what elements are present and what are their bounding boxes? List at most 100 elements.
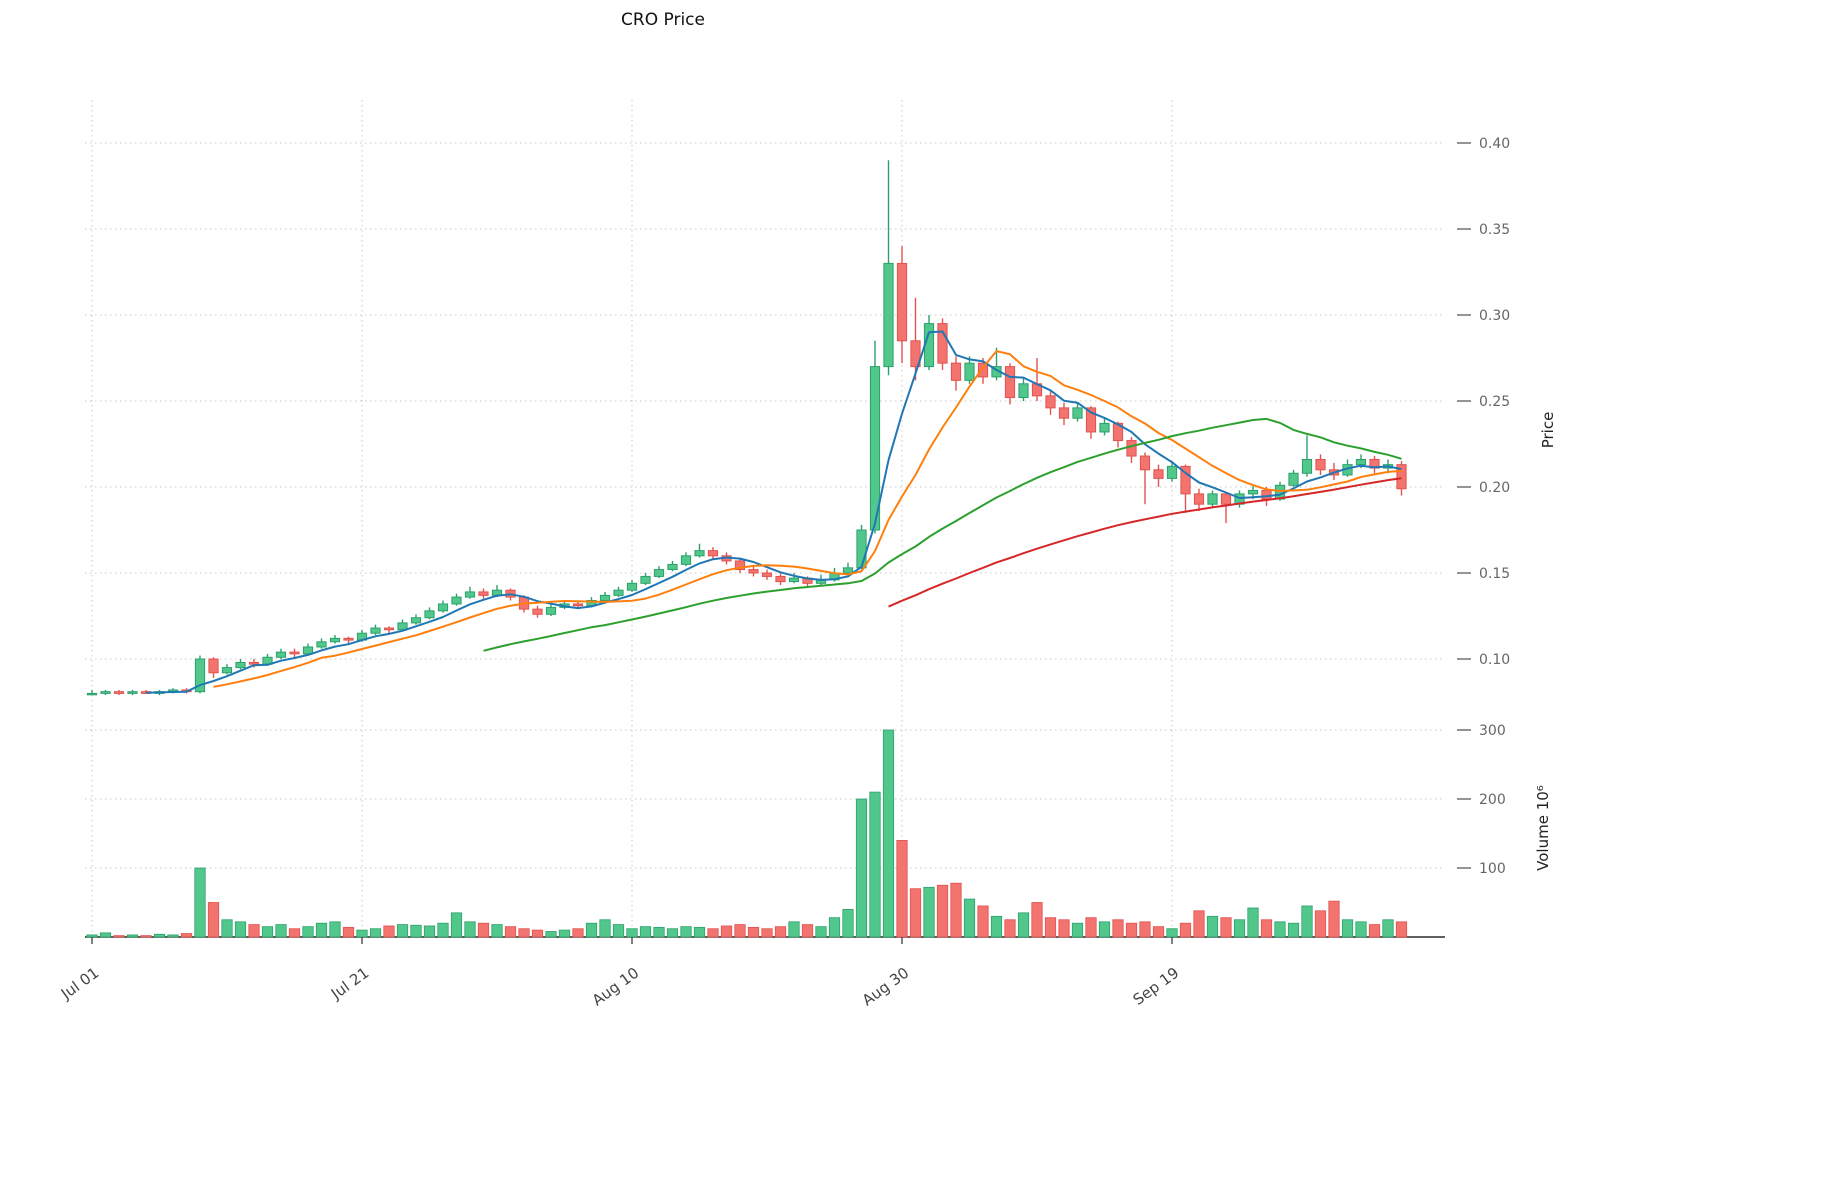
volume-bar (248, 924, 260, 938)
candle-body (572, 603, 584, 607)
candle-body (329, 637, 341, 643)
volume-bar (936, 884, 949, 938)
volume-bar (369, 928, 382, 938)
volume-bar (909, 888, 922, 938)
volume-bar (869, 791, 881, 938)
volume-bar (1287, 922, 1300, 938)
volume-bar (1152, 926, 1165, 938)
volume-bar (383, 925, 395, 938)
volume-bar (815, 926, 827, 938)
volume-bar (180, 933, 193, 938)
candle-body (626, 582, 638, 591)
candle-body (343, 637, 354, 641)
volume-bar (342, 926, 355, 938)
volume-bar (1395, 921, 1408, 938)
candle-body (667, 563, 678, 571)
volume-bar (113, 935, 125, 938)
candle-body (100, 691, 111, 694)
svg-text:300: 300 (1479, 723, 1506, 739)
volume-bar (572, 928, 584, 938)
candle-body (1072, 407, 1083, 419)
ma10-line (213, 350, 1402, 688)
volume-bar (1044, 917, 1057, 938)
volume-bar (1355, 921, 1367, 938)
candle-body (653, 569, 665, 577)
volume-bar (518, 928, 530, 938)
vertical-gridlines (91, 100, 1173, 937)
candle-body (613, 589, 624, 596)
candle-body (208, 658, 219, 674)
candle-body (1315, 458, 1326, 471)
svg-text:0.30: 0.30 (1479, 308, 1510, 324)
volume-bar (599, 919, 611, 938)
volume-bar (990, 915, 1003, 938)
ma30-line (483, 417, 1402, 652)
volume-bar (99, 932, 112, 938)
volume-bar (86, 934, 98, 938)
svg-text:100: 100 (1479, 861, 1506, 877)
volume-bar (1314, 910, 1327, 938)
candle-body (788, 577, 800, 583)
chart-title: CRO Price (621, 10, 705, 30)
volume-bar (1179, 922, 1192, 938)
volume-bar (1139, 921, 1151, 938)
volume-bar (1058, 919, 1070, 938)
svg-text:0.20: 0.20 (1479, 480, 1510, 496)
candle-body (1207, 493, 1218, 505)
volume-bar (1328, 900, 1340, 938)
svg-text:0.10: 0.10 (1479, 652, 1510, 668)
volume-bar (464, 921, 476, 938)
volume-bar (788, 921, 800, 938)
volume-bar (1166, 928, 1178, 938)
volume-bar (558, 929, 571, 938)
candle-body (734, 560, 746, 571)
candle-body (1018, 383, 1029, 399)
volume-bar (882, 729, 895, 938)
candle-body (532, 608, 543, 615)
volume-bar (410, 924, 422, 938)
volume-gridlines-and-ticks: 100 200 300 (85, 723, 1506, 877)
volume-bar (329, 921, 341, 938)
candle-body (856, 529, 867, 569)
candle-body (1396, 464, 1407, 490)
candle-body (289, 651, 300, 655)
volume-bar (1071, 922, 1084, 938)
candle-body (761, 572, 773, 577)
volume-bar (396, 924, 409, 938)
volume-bar (1112, 919, 1124, 938)
candle-body (1139, 455, 1151, 471)
svg-text:0.25: 0.25 (1479, 394, 1510, 410)
volume-bar (1341, 919, 1354, 938)
volume-bar (504, 926, 517, 938)
candle-body (1004, 366, 1016, 399)
volume-bar (1233, 919, 1246, 938)
volume-bar (1382, 919, 1394, 938)
volume-bar (288, 928, 301, 938)
volume-bar (437, 922, 449, 938)
candle-body (1247, 489, 1259, 495)
volume-bar (1098, 921, 1111, 938)
candle-body (451, 596, 462, 605)
volume-bar (221, 919, 233, 938)
candle-body (1153, 469, 1164, 479)
candle-body (248, 661, 260, 665)
volume-axis-label: Volume 10⁶ (1534, 785, 1552, 871)
svg-text:0.15: 0.15 (1479, 566, 1510, 582)
volume-bar (153, 933, 166, 938)
candle-body (964, 362, 975, 381)
volume-bar (828, 917, 841, 938)
ma60-line (888, 477, 1402, 608)
candle-body (478, 591, 489, 596)
x-tick-label: Sep 19 (1130, 964, 1183, 1009)
candle-body (599, 594, 611, 602)
volume-bar (1368, 924, 1381, 938)
candle-body (1288, 472, 1299, 486)
volume-bars (86, 729, 1408, 938)
volume-bar (1206, 915, 1219, 938)
ma5-line (145, 330, 1402, 694)
x-tick-label: Jul 01 (57, 964, 102, 1004)
volume-bar (491, 924, 503, 938)
volume-bar (1031, 902, 1043, 938)
svg-text:200: 200 (1479, 792, 1506, 808)
